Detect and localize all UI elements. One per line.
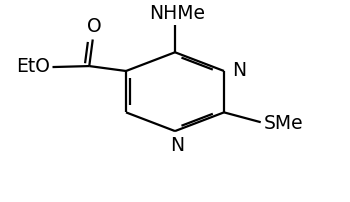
Text: N: N [232,61,246,80]
Text: N: N [170,136,184,155]
Text: NHMe: NHMe [149,4,205,23]
Text: EtO: EtO [16,57,50,76]
Text: O: O [87,17,102,36]
Text: SMe: SMe [264,114,303,133]
